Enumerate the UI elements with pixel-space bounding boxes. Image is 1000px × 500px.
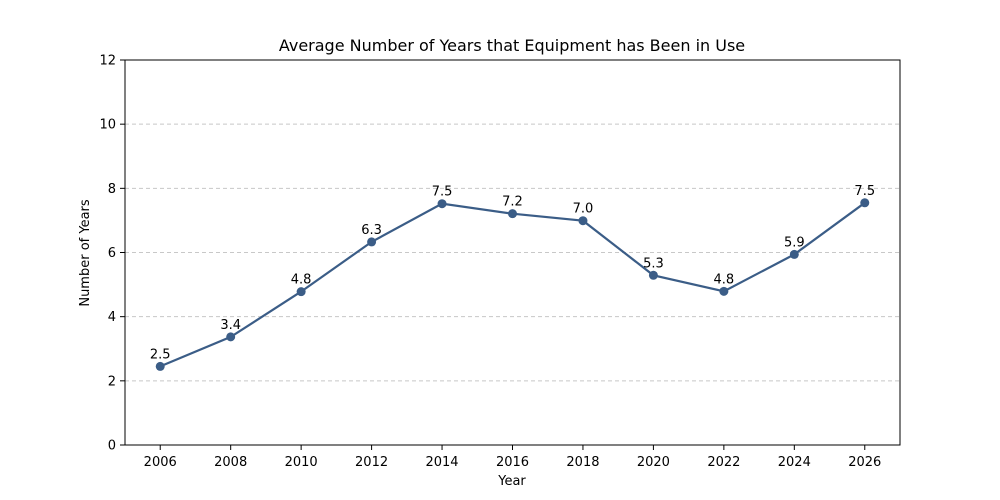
data-label: 7.0 (573, 202, 594, 217)
data-label: 7.2 (502, 195, 523, 210)
series-layer (155, 198, 870, 371)
x-tick-label: 2010 (285, 455, 318, 470)
data-label: 7.5 (854, 184, 875, 199)
data-point (578, 216, 588, 226)
y-axis-label: Number of Years (78, 199, 93, 307)
data-label: 4.8 (714, 272, 735, 287)
data-point (648, 270, 658, 280)
y-tick-label: 2 (108, 374, 116, 389)
x-axis: 2006 2008 2010 2012 2014 2016 2018 2020 2022 2024… (144, 445, 881, 470)
data-point (437, 199, 447, 209)
x-tick-label: 2006 (144, 455, 177, 470)
y-tick-label: 0 (108, 439, 116, 454)
data-point (155, 361, 165, 371)
y-tick-label: 8 (108, 182, 116, 197)
data-label: 7.5 (432, 185, 453, 200)
data-point (789, 249, 799, 259)
grid-lines (125, 123, 900, 382)
data-label: 3.4 (220, 318, 241, 333)
y-tick-label: 6 (108, 246, 116, 261)
chart-title: Average Number of Years that Equipment h… (279, 36, 745, 55)
x-tick-label: 2024 (778, 455, 811, 470)
x-tick-label: 2016 (496, 455, 529, 470)
y-tick-label: 12 (99, 54, 116, 69)
data-label: 4.8 (291, 273, 312, 288)
data-label: 2.5 (150, 347, 171, 362)
x-tick-label: 2012 (355, 455, 388, 470)
data-point (860, 198, 870, 208)
x-tick-label: 2018 (566, 455, 599, 470)
y-tick-label: 4 (108, 310, 116, 325)
data-point (719, 286, 729, 296)
x-axis-label: Year (497, 474, 526, 489)
x-tick-label: 2008 (214, 455, 247, 470)
data-point (367, 237, 377, 247)
y-tick-label: 10 (99, 118, 116, 133)
data-point (226, 332, 236, 342)
data-point (508, 209, 517, 219)
series-line (159, 201, 866, 368)
x-tick-label: 2014 (425, 455, 458, 470)
x-tick-label: 2020 (637, 455, 670, 470)
data-label: 6.3 (361, 223, 382, 238)
x-tick-label: 2022 (707, 455, 740, 470)
data-label: 5.9 (784, 235, 805, 250)
data-label: 5.3 (643, 256, 664, 271)
data-point (296, 287, 306, 297)
x-tick-label: 2026 (848, 455, 881, 470)
y-axis: 0 2 4 6 8 10 12 (99, 54, 125, 454)
data-labels: 2.5 3.4 4.8 6.3 7.5 7.2 7.0 5.3 4.8 5.9 7.5 (150, 184, 875, 363)
